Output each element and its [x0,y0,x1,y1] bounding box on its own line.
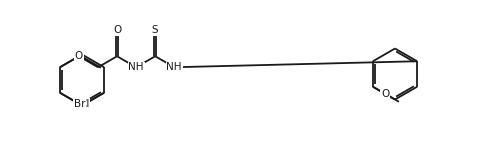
Text: Br: Br [73,99,85,109]
Text: O: O [75,51,83,61]
Text: O: O [380,89,388,99]
Text: O: O [113,25,121,35]
Text: NH: NH [166,62,182,72]
Text: Cl: Cl [79,99,89,109]
Text: S: S [152,25,158,35]
Text: NH: NH [128,62,144,72]
